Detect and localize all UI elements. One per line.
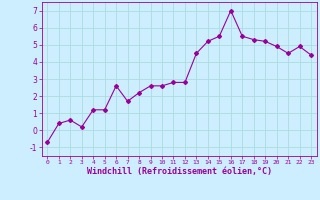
X-axis label: Windchill (Refroidissement éolien,°C): Windchill (Refroidissement éolien,°C) xyxy=(87,167,272,176)
